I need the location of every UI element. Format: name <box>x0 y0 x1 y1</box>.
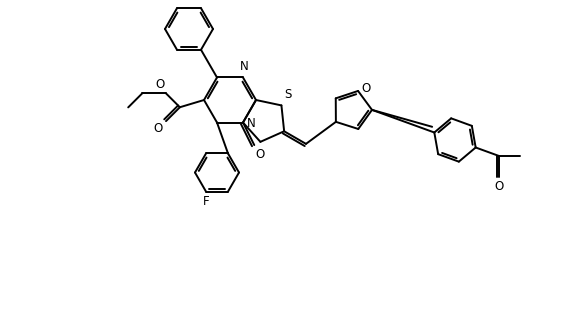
Text: N: N <box>247 117 256 130</box>
Text: F: F <box>203 195 209 207</box>
Text: O: O <box>361 82 370 95</box>
Text: N: N <box>240 61 248 74</box>
Text: S: S <box>284 88 292 101</box>
Text: O: O <box>154 122 163 135</box>
Text: O: O <box>255 148 265 161</box>
Text: O: O <box>156 78 165 91</box>
Text: O: O <box>495 180 504 193</box>
